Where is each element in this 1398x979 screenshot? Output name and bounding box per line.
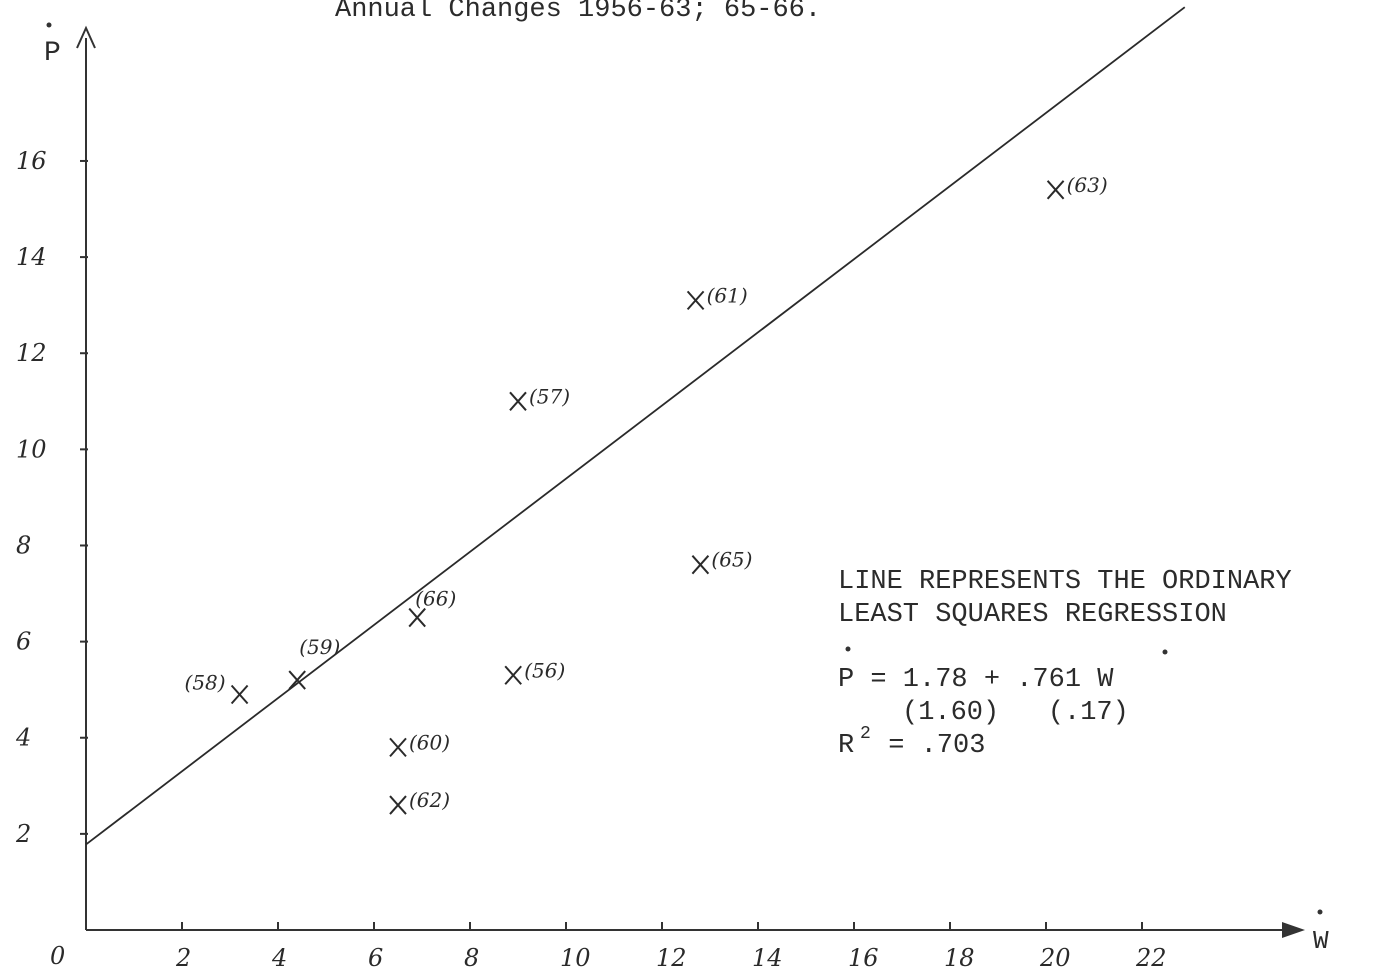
- data-point: (59): [288, 635, 340, 690]
- origin-label: 0: [50, 942, 65, 970]
- point-mark: [288, 670, 306, 690]
- y-tick-label: 6: [16, 628, 31, 656]
- y-axis-arrow: [76, 25, 96, 49]
- equation-p-dot: [845, 646, 851, 652]
- point-label: (57): [529, 384, 570, 408]
- point-mark: [230, 684, 249, 705]
- x-tick-label: 4: [271, 944, 287, 972]
- x-tick-label: 20: [1039, 944, 1071, 972]
- y-tick-label: 12: [16, 339, 47, 367]
- x-tick-label: 8: [464, 944, 479, 972]
- y-axis-label-dot: [46, 22, 52, 28]
- point-mark: [389, 795, 407, 815]
- x-tick-label: 6: [368, 944, 383, 972]
- y-tick-label: 16: [16, 147, 47, 175]
- point-label: (56): [524, 658, 565, 682]
- point-label: (63): [1067, 173, 1108, 197]
- point-label: (62): [409, 788, 450, 812]
- y-tick-label: 10: [16, 435, 47, 463]
- x-tick-label: 22: [1135, 944, 1167, 972]
- regression-equation: P = 1.78 + .761 W: [838, 665, 1114, 695]
- x-axis-label-dot: [1317, 909, 1323, 915]
- data-point: (61): [686, 283, 748, 311]
- point-mark: [509, 391, 527, 411]
- x-tick-label: 12: [656, 944, 687, 972]
- data-point: (56): [504, 658, 565, 685]
- point-mark: [686, 290, 705, 311]
- points: (58) (59) (66) (60) (62) (56) (57) (61) (65) (63): [185, 173, 1108, 815]
- point-label: (65): [711, 548, 752, 572]
- y-tick-label: 4: [15, 724, 31, 752]
- point-mark: [408, 607, 426, 628]
- data-point: (60): [389, 730, 450, 758]
- annotation-line-1: LINE REPRESENTS THE ORDINARY: [838, 567, 1292, 597]
- x-axis-label: W: [1313, 926, 1329, 956]
- standard-errors: (1.60) (.17): [902, 698, 1129, 728]
- x-axis-arrow: [1282, 922, 1305, 938]
- x-tick-label: 16: [848, 944, 879, 972]
- point-mark: [504, 665, 522, 685]
- axes: P W 0: [44, 22, 1329, 970]
- equation-w-dot: [1162, 649, 1168, 655]
- point-mark: [389, 737, 407, 758]
- y-axis-label: P: [44, 38, 61, 69]
- regression-annotation: LINE REPRESENTS THE ORDINARY LEAST SQUAR…: [838, 567, 1292, 761]
- r-squared-r: R: [838, 731, 854, 761]
- point-label: (61): [707, 283, 748, 307]
- data-point: (66): [408, 587, 456, 628]
- x-tick-label: 14: [752, 944, 783, 972]
- point-label: (58): [185, 670, 226, 694]
- point-label: (59): [299, 635, 340, 659]
- y-tick-label: 8: [16, 531, 31, 559]
- regression-line-group: [85, 6, 1186, 846]
- x-tick-label: 18: [944, 944, 975, 972]
- point-label: (66): [415, 587, 456, 611]
- point-label: (60): [409, 730, 450, 754]
- x-tick-label: 2: [175, 944, 191, 972]
- data-point: (63): [1046, 173, 1108, 200]
- annotation-line-2: LEAST SQUARES REGRESSION: [838, 600, 1227, 630]
- data-point: (57): [509, 384, 570, 411]
- point-mark: [1046, 180, 1065, 200]
- r-squared-value: = .703: [872, 731, 985, 761]
- chart-title: Annual Changes 1956-63; 65-66.: [335, 0, 821, 25]
- y-tick-label: 14: [16, 243, 47, 271]
- data-point: (65): [691, 548, 752, 575]
- r-squared-exponent: 2: [860, 724, 871, 744]
- y-tick-label: 2: [15, 820, 31, 848]
- point-mark: [691, 555, 710, 575]
- x-tick-label: 10: [560, 944, 591, 972]
- data-point: (58): [185, 670, 249, 705]
- regression-line: [85, 6, 1186, 846]
- data-point: (62): [389, 788, 450, 815]
